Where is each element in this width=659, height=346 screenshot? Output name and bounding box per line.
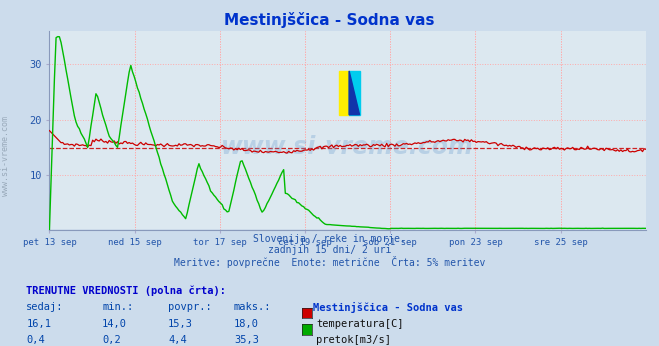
Text: 16,1: 16,1 bbox=[26, 319, 51, 329]
Text: pretok[m3/s]: pretok[m3/s] bbox=[316, 335, 391, 345]
Text: temperatura[C]: temperatura[C] bbox=[316, 319, 404, 329]
Text: Mestinjščica - Sodna vas: Mestinjščica - Sodna vas bbox=[224, 12, 435, 28]
Text: www.si-vreme.com: www.si-vreme.com bbox=[1, 116, 10, 196]
Text: TRENUTNE VREDNOSTI (polna črta):: TRENUTNE VREDNOSTI (polna črta): bbox=[26, 285, 226, 296]
Text: 4,4: 4,4 bbox=[168, 335, 186, 345]
Text: maks.:: maks.: bbox=[234, 302, 272, 312]
Text: Slovenija / reke in morje.: Slovenija / reke in morje. bbox=[253, 234, 406, 244]
Text: 14,0: 14,0 bbox=[102, 319, 127, 329]
Text: www.si-vreme.com: www.si-vreme.com bbox=[221, 135, 474, 158]
Text: povpr.:: povpr.: bbox=[168, 302, 212, 312]
Bar bbox=[349, 71, 360, 115]
Bar bbox=[339, 71, 349, 115]
Text: zadnjih 15 dni/ 2 uri: zadnjih 15 dni/ 2 uri bbox=[268, 245, 391, 255]
Text: Meritve: povprečne  Enote: metrične  Črta: 5% meritev: Meritve: povprečne Enote: metrične Črta:… bbox=[174, 256, 485, 268]
Text: 35,3: 35,3 bbox=[234, 335, 259, 345]
Text: min.:: min.: bbox=[102, 302, 133, 312]
Text: 0,4: 0,4 bbox=[26, 335, 45, 345]
Text: 18,0: 18,0 bbox=[234, 319, 259, 329]
Polygon shape bbox=[349, 71, 360, 115]
Text: 0,2: 0,2 bbox=[102, 335, 121, 345]
Text: sedaj:: sedaj: bbox=[26, 302, 64, 312]
Text: Mestinjščica - Sodna vas: Mestinjščica - Sodna vas bbox=[313, 302, 463, 313]
Text: 15,3: 15,3 bbox=[168, 319, 193, 329]
